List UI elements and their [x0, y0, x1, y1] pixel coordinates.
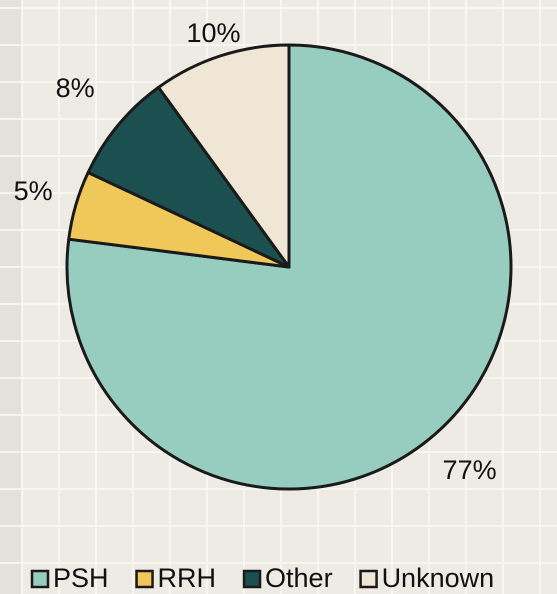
- data-label: 77%: [443, 455, 497, 485]
- data-label: 5%: [14, 176, 53, 206]
- legend-swatch: [359, 569, 378, 589]
- side-strip: [0, 0, 22, 594]
- data-label: 10%: [187, 18, 241, 48]
- legend-swatch: [242, 569, 262, 589]
- pie-slice: [157, 43, 291, 269]
- legend-label: Unknown: [382, 563, 495, 593]
- pie-slice: [86, 85, 291, 269]
- legend-label: PSH: [53, 563, 109, 593]
- legend-swatch: [30, 569, 50, 589]
- legend-label: Other: [265, 563, 333, 593]
- data-label: 8%: [56, 73, 95, 103]
- legend-swatch: [135, 569, 154, 589]
- legend-label: RRH: [158, 563, 217, 593]
